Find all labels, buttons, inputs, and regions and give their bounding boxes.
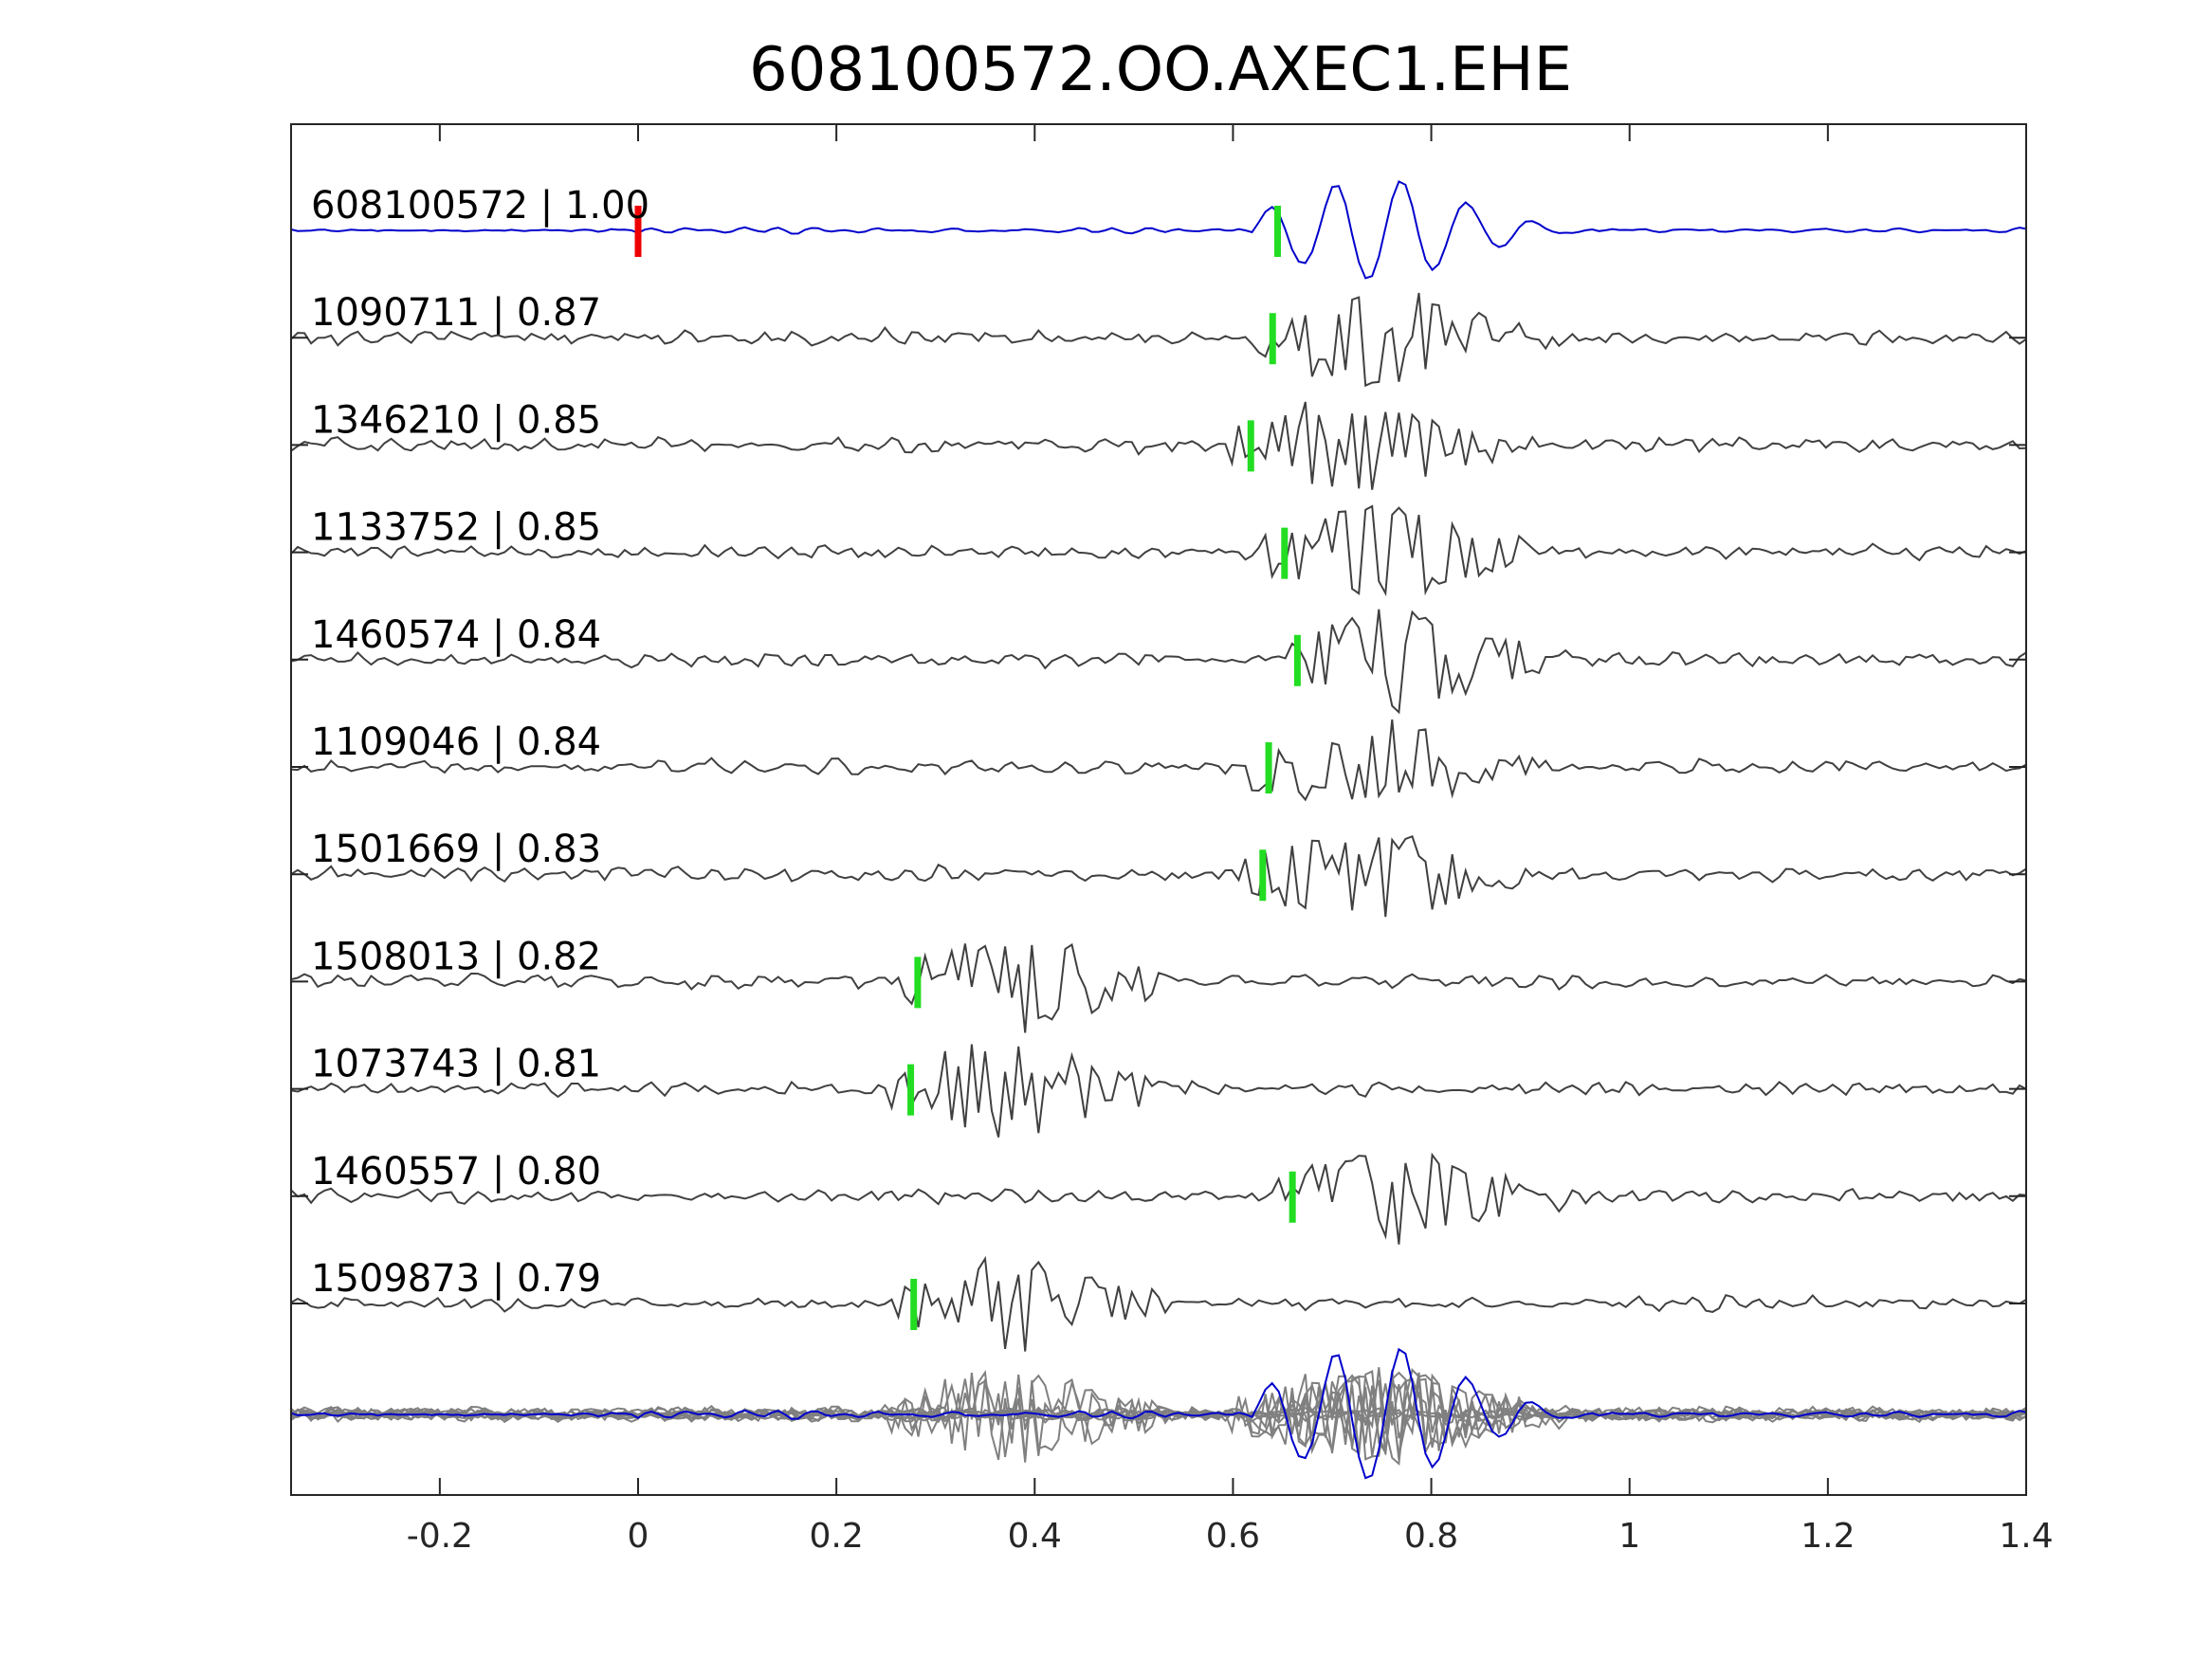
trace-line-1109046	[290, 719, 2027, 802]
stack-group	[290, 1347, 2027, 1480]
trace-label-1133752: 1133752 | 0.85	[311, 506, 601, 550]
x-tick-label: 0.6	[1206, 1517, 1260, 1556]
trace-label-1109046: 1109046 | 0.84	[311, 720, 601, 764]
trace-label-1090711: 1090711 | 0.87	[311, 291, 601, 335]
trace-line-1501669	[290, 835, 2027, 918]
x-tick-label: 0.2	[810, 1517, 864, 1556]
trace-line-1346210	[290, 401, 2027, 490]
stack-trace-1509873	[290, 1370, 2027, 1460]
trace-line-1509873	[290, 1255, 2027, 1352]
picks-group	[634, 206, 1301, 1330]
x-tick-label: 1	[1618, 1517, 1640, 1556]
traces-group	[290, 180, 2027, 1352]
trace-line-1460557	[290, 1152, 2027, 1245]
trace-label-1073743: 1073743 | 0.81	[311, 1043, 601, 1086]
x-tick-label: 0.8	[1404, 1517, 1458, 1556]
trace-label-1508013: 1508013 | 0.82	[311, 935, 601, 978]
x-tick-label: 0	[628, 1517, 649, 1556]
trace-line-1508013	[290, 942, 2027, 1033]
x-axis: -0.2 0 0.2 0.4 0.6 0.8 1 1.2 1.4	[407, 124, 2054, 1556]
trace-label-608100572: 608100572 | 1.00	[311, 184, 649, 228]
trace-line-1073743	[290, 1044, 2027, 1138]
trace-line-1090711	[290, 292, 2027, 388]
trace-label-1460557: 1460557 | 0.80	[311, 1150, 601, 1194]
trace-line-1133752	[290, 504, 2027, 597]
x-tick-label: -0.2	[407, 1517, 473, 1556]
stack-template-trace	[290, 1347, 2027, 1480]
trace-label-1346210: 1346210 | 0.85	[311, 398, 601, 442]
trace-labels-group: 608100572 | 1.00 1090711 | 0.87 1346210 | …	[311, 184, 649, 1301]
trace-line-1460574	[290, 609, 2027, 715]
trace-line-608100572	[290, 180, 2027, 280]
x-tick-label: 1.4	[1999, 1517, 2053, 1556]
plot-frame	[290, 123, 2027, 1496]
trace-label-1460574: 1460574 | 0.84	[311, 613, 601, 657]
x-tick-label: 1.2	[1801, 1517, 1855, 1556]
trace-label-1509873: 1509873 | 0.79	[311, 1257, 601, 1301]
stack-trace-1460557	[290, 1373, 2027, 1460]
chart-title: 608100572.OO.AXEC1.EHE	[749, 35, 1572, 105]
trace-label-1501669: 1501669 | 0.83	[311, 828, 601, 871]
x-tick-label: 0.4	[1008, 1517, 1062, 1556]
